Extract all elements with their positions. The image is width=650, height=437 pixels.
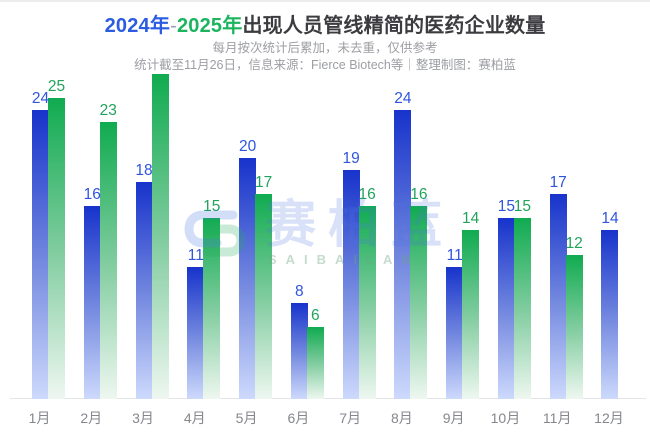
bar-2025年-8月 — [410, 206, 428, 399]
title-dash: - — [170, 15, 177, 37]
x-axis-label-10月: 10月 — [490, 410, 521, 426]
x-axis-label-11月: 11月 — [542, 410, 572, 426]
bar-2025年-2月 — [99, 122, 117, 399]
value-label-2024年-1月: 24 — [31, 90, 50, 108]
value-label-2024年-8月: 24 — [394, 90, 412, 108]
chart-title: 2024年-2025年出现人员管线精简的医药企业数量 — [0, 9, 650, 38]
x-axis-label-8月: 8月 — [390, 410, 413, 426]
value-label-2024年-10月: 15 — [497, 198, 516, 216]
value-label-2024年-11月: 17 — [549, 174, 567, 192]
title-year-2025: 2025年 — [176, 15, 243, 37]
bar-2025年-7月 — [358, 206, 376, 399]
value-label-2025年-9月: 14 — [462, 210, 480, 228]
bar-2025年-1月 — [48, 98, 65, 399]
x-axis-label-7月: 7月 — [339, 410, 362, 426]
bar-2025年-4月 — [203, 218, 221, 399]
value-label-2024年-6月: 8 — [295, 282, 304, 300]
value-label-2025年-5月: 17 — [254, 174, 273, 192]
bar-2024年-3月 — [135, 182, 153, 399]
chart-subtitle: 每月按次统计后累加，未去重，仅供参考 统计截至11月26日，信息来源：Fierc… — [0, 40, 650, 74]
bar-2025年-5月 — [255, 194, 273, 399]
bar-2024年-6月 — [290, 302, 308, 399]
value-label-2024年-5月: 20 — [238, 138, 257, 156]
x-axis-line — [10, 398, 646, 399]
value-label-2025年-4月: 15 — [203, 198, 221, 216]
value-label-2024年-9月: 11 — [446, 246, 463, 264]
bar-2024年-4月 — [187, 266, 205, 399]
subtitle-line-2: 统计截至11月26日，信息来源：Fierce Biotech等｜整理制图：赛柏蓝 — [134, 58, 516, 72]
bar-2024年-1月 — [32, 110, 49, 399]
bar-2025年-11月 — [565, 254, 583, 399]
bar-2024年-5月 — [239, 158, 257, 399]
subtitle-line-1: 每月按次统计后累加，未去重，仅供参考 — [212, 41, 438, 55]
value-label-2024年-12月: 14 — [601, 210, 619, 228]
title-rest: 出现人员管线精简的医药企业数量 — [242, 15, 546, 37]
bar-2025年-9月 — [462, 230, 480, 399]
x-axis-label-12月: 12月 — [594, 410, 624, 426]
title-year-2024: 2024年 — [104, 15, 171, 37]
x-axis-label-3月: 3月 — [132, 410, 154, 426]
x-axis-label-2月: 2月 — [80, 410, 103, 426]
bar-2025年-3月 — [151, 73, 169, 399]
bar-2024年-7月 — [342, 170, 360, 399]
bar-2024年-8月 — [394, 110, 412, 399]
bar-2024年-2月 — [83, 206, 101, 399]
bar-2024年-9月 — [446, 266, 464, 399]
value-label-2024年-4月: 11 — [187, 246, 204, 264]
value-label-2025年-6月: 6 — [311, 306, 320, 324]
x-axis-label-1月: 1月 — [28, 410, 51, 426]
bar-2024年-12月 — [601, 230, 619, 399]
bar-2025年-6月 — [306, 326, 324, 399]
value-label-2025年-10月: 15 — [513, 198, 532, 216]
value-label-2025年-1月: 25 — [47, 78, 66, 95]
value-label-2025年-7月: 16 — [358, 186, 376, 204]
value-label-2025年-8月: 16 — [410, 186, 428, 204]
x-axis-label-4月: 4月 — [183, 410, 206, 426]
x-axis-label-6月: 6月 — [287, 410, 310, 426]
value-label-2024年-7月: 19 — [342, 150, 360, 168]
top-edge-divider — [0, 0, 650, 2]
value-label-2024年-3月: 18 — [135, 162, 153, 180]
bar-2024年-10月 — [497, 218, 515, 399]
x-axis-label-5月: 5月 — [235, 410, 258, 426]
value-label-2025年-2月: 23 — [99, 102, 117, 120]
value-label-2024年-2月: 16 — [83, 186, 101, 204]
value-label-2025年-11月: 12 — [565, 234, 583, 252]
x-axis-label-9月: 9月 — [442, 410, 465, 426]
bar-2025年-10月 — [513, 218, 531, 399]
bar-2024年-11月 — [549, 194, 567, 399]
